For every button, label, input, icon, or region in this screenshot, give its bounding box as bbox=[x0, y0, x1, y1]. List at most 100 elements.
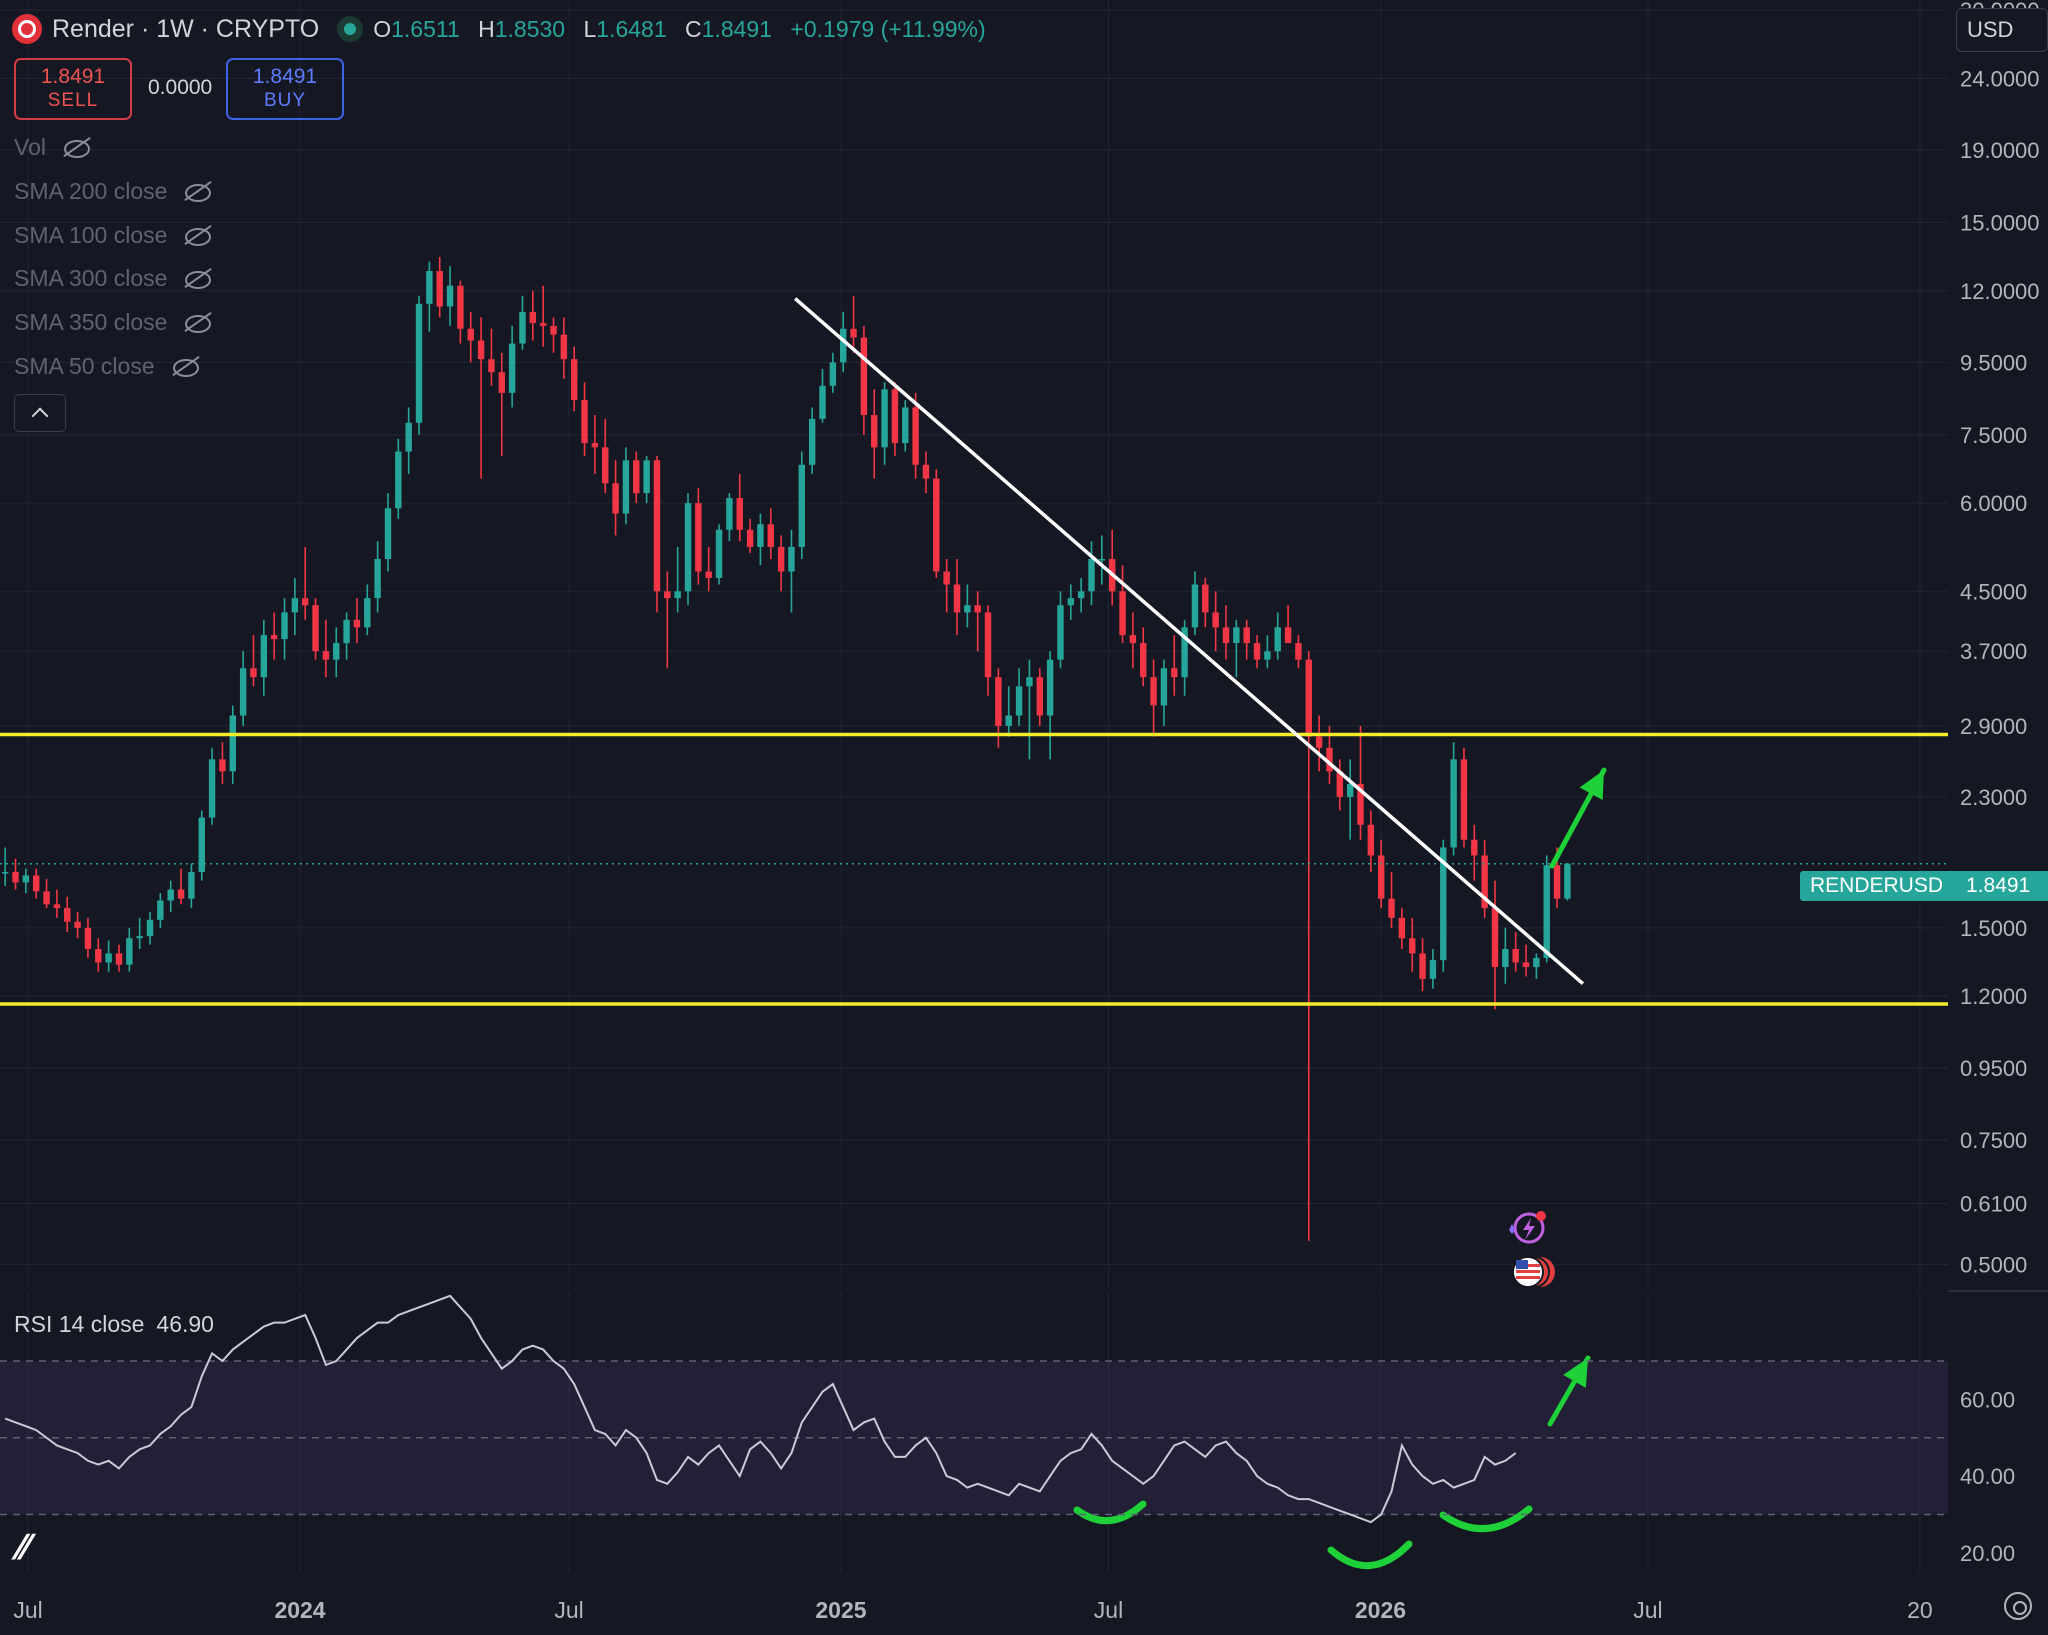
buy-button[interactable]: 1.8491 BUY bbox=[226, 58, 344, 120]
sell-price: 1.8491 bbox=[40, 65, 106, 88]
candle-body bbox=[53, 904, 61, 909]
candle-body bbox=[995, 677, 1002, 726]
rsi-value: 46.90 bbox=[156, 1311, 214, 1337]
candle-body bbox=[1160, 668, 1168, 706]
price-tick-label: 15.0000 bbox=[1960, 210, 2040, 235]
tradingview-logo-icon[interactable]: ⁄⁄ bbox=[18, 1528, 30, 1568]
trendline bbox=[794, 297, 1585, 986]
price-tick-label: 2.3000 bbox=[1960, 785, 2027, 810]
low-value: 1.6481 bbox=[596, 15, 667, 42]
time-tick-label: 20 bbox=[1907, 1597, 1933, 1623]
price-tick-label: 0.7500 bbox=[1960, 1128, 2027, 1153]
indicator-sma-200[interactable]: SMA 200 close bbox=[14, 178, 212, 205]
price-candles bbox=[1, 256, 1571, 1241]
time-axis: Jul 2024 Jul 2025 Jul 2026 Jul 20 bbox=[13, 1597, 1932, 1623]
green-arrow-drawing bbox=[1547, 1355, 1591, 1427]
candle-body bbox=[1233, 627, 1240, 644]
candle-body bbox=[1429, 960, 1437, 979]
candle-body bbox=[374, 558, 381, 599]
candle-body bbox=[653, 460, 661, 592]
candle-body bbox=[270, 635, 278, 640]
candle-body bbox=[301, 598, 309, 606]
candle-body bbox=[1481, 855, 1488, 909]
candle-body bbox=[384, 508, 392, 559]
candle-body bbox=[757, 524, 764, 547]
candle-body bbox=[1119, 591, 1126, 636]
candle-body bbox=[1171, 668, 1178, 678]
chart-settings-gear-icon[interactable] bbox=[2004, 1592, 2032, 1620]
collapse-indicators-button[interactable] bbox=[14, 394, 66, 432]
candle-body bbox=[395, 451, 402, 509]
candle-body bbox=[881, 389, 888, 448]
price-tick-label: 9.5000 bbox=[1960, 350, 2027, 375]
arrowhead bbox=[1563, 1358, 1588, 1388]
candle-body bbox=[922, 464, 930, 479]
lightning-event-icon[interactable] bbox=[1503, 1208, 1547, 1248]
candle-body bbox=[1388, 898, 1395, 918]
candle-body bbox=[312, 605, 319, 652]
time-tick-label: 2024 bbox=[274, 1597, 325, 1623]
candle-body bbox=[1533, 957, 1540, 968]
candle-body bbox=[1367, 824, 1375, 856]
candle-body bbox=[767, 524, 774, 547]
candle-body bbox=[715, 529, 723, 578]
eye-hidden-icon[interactable] bbox=[183, 313, 212, 333]
open-label: O bbox=[373, 15, 392, 42]
candle-body bbox=[405, 422, 412, 452]
candle-body bbox=[446, 285, 454, 307]
indicator-sma-300[interactable]: SMA 300 close bbox=[14, 265, 212, 292]
change-value: +0.1979 (+11.99%) bbox=[790, 15, 986, 42]
eye-hidden-icon[interactable] bbox=[183, 182, 212, 202]
candle-body bbox=[415, 303, 423, 423]
us-flag-event-icon[interactable] bbox=[1510, 1252, 1556, 1292]
candle-body bbox=[684, 503, 692, 592]
eye-hidden-icon[interactable] bbox=[183, 269, 212, 289]
indicator-label: SMA 50 close bbox=[14, 353, 155, 379]
candle-body bbox=[1377, 855, 1385, 899]
candle-body bbox=[1512, 949, 1519, 963]
indicator-sma-50[interactable]: SMA 50 close bbox=[14, 353, 199, 380]
candle-body bbox=[1522, 962, 1530, 968]
eye-hidden-icon[interactable] bbox=[183, 226, 212, 246]
indicator-sma-350[interactable]: SMA 350 close bbox=[14, 309, 212, 336]
candle-body bbox=[519, 311, 526, 344]
candle-body bbox=[1315, 736, 1323, 748]
price-tick-label: 0.5000 bbox=[1960, 1252, 2027, 1277]
sell-button[interactable]: 1.8491 SELL bbox=[14, 58, 132, 120]
symbol-legend: Render · 1W · CRYPTO O1.6511 H1.8530 L1.… bbox=[12, 12, 986, 46]
candle-body bbox=[643, 460, 650, 494]
time-tick-label: Jul bbox=[1094, 1597, 1123, 1623]
candle-body bbox=[22, 875, 30, 883]
eye-hidden-icon[interactable] bbox=[62, 138, 90, 158]
candle-body bbox=[146, 919, 154, 937]
candle-body bbox=[788, 546, 795, 572]
candle-body bbox=[1046, 659, 1054, 716]
candle-body bbox=[229, 715, 236, 772]
candle-body bbox=[746, 529, 754, 547]
candle-body bbox=[1346, 783, 1354, 797]
candle-body bbox=[1357, 783, 1364, 825]
currency-selector[interactable]: USD bbox=[1956, 8, 2048, 52]
candle-body bbox=[498, 372, 505, 393]
price-tick-label: 0.9500 bbox=[1960, 1056, 2027, 1081]
candle-body bbox=[860, 337, 868, 415]
candle-body bbox=[488, 359, 495, 373]
candle-body bbox=[591, 443, 599, 448]
candle-body bbox=[157, 900, 164, 920]
candle-body bbox=[1026, 677, 1033, 687]
eye-hidden-icon[interactable] bbox=[171, 357, 199, 377]
candle-body bbox=[188, 872, 195, 899]
indicator-vol[interactable]: Vol bbox=[14, 134, 90, 161]
indicator-sma-100[interactable]: SMA 100 close bbox=[14, 222, 212, 249]
price-axis: 30.000024.000019.000015.000012.00009.500… bbox=[1960, 0, 2040, 1566]
rsi-label: RSI 14 close bbox=[14, 1311, 145, 1337]
candle-body bbox=[1057, 605, 1064, 660]
candle-body bbox=[364, 598, 371, 628]
candle-body bbox=[1491, 908, 1499, 968]
candle-body bbox=[1005, 715, 1012, 726]
symbol-title[interactable]: Render · 1W · CRYPTO bbox=[52, 14, 320, 43]
rsi-legend[interactable]: RSI 14 close 46.90 bbox=[14, 1311, 214, 1338]
candle-body bbox=[570, 359, 578, 401]
candle-body bbox=[1243, 627, 1250, 644]
